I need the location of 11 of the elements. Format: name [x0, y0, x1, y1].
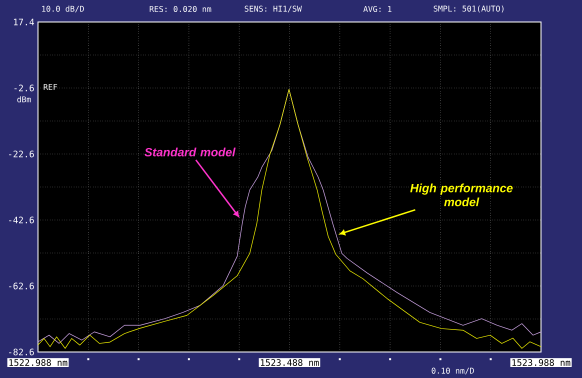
x-tick-label: 1523.488 nm — [260, 359, 319, 366]
y-tick-label: -82.6 — [9, 348, 34, 356]
y-tick-label: -22.6 — [9, 150, 34, 158]
y-tick-label: -2.6 — [14, 84, 34, 92]
y-tick-label: 17.4 — [14, 18, 34, 26]
text: High performance model — [410, 184, 513, 206]
y-tick-label: -62.6 — [9, 282, 34, 290]
x-tick-label: 1522.988 nm — [9, 359, 68, 366]
x-tick-label: 1523.988 nm — [512, 359, 570, 366]
y-tick-label: -42.6 — [9, 216, 34, 224]
text: Standard model — [144, 148, 236, 156]
